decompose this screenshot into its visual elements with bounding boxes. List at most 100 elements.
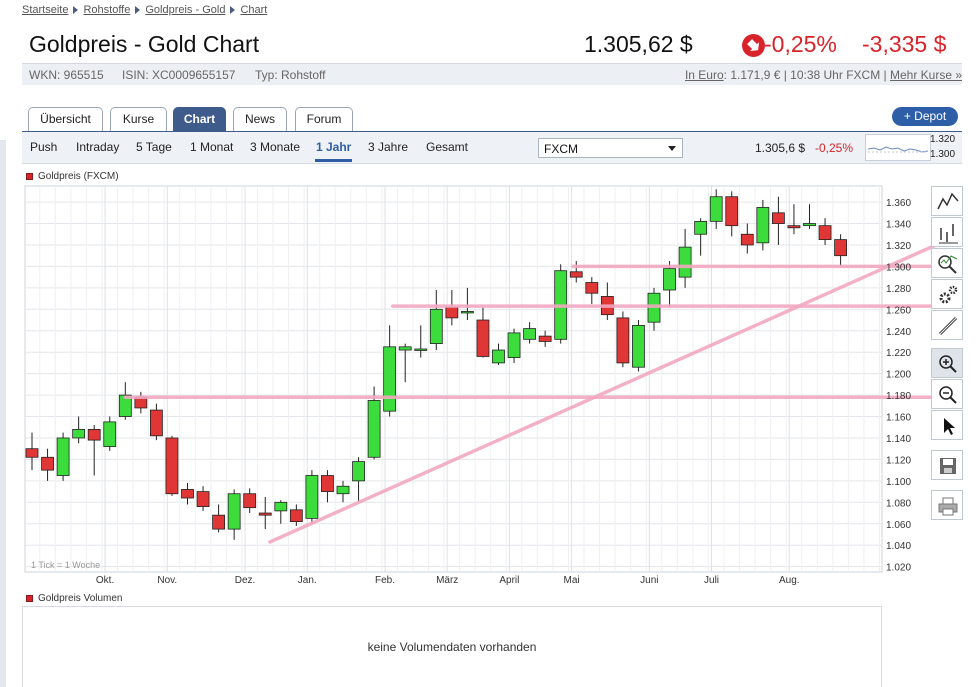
candle-up [274,501,288,512]
tab-kurse[interactable]: Kurse [110,107,167,131]
range-push[interactable]: Push [30,140,58,154]
x-tick-label: Nov. [157,575,177,586]
tab-uebersicht[interactable]: Übersicht [28,107,103,131]
y-tick-label: 1.340 [886,220,911,231]
exchange-select-value: FXCM [544,142,578,156]
candle-up [460,311,474,314]
x-tick-label: Jan. [298,575,317,586]
tab-chart[interactable]: Chart [173,107,226,131]
ohlc-bars-icon [939,224,958,244]
change-absolute: -3,335 $ [862,31,947,57]
more-prices-link[interactable]: Mehr Kurse » [889,68,962,82]
candle-up [56,437,70,476]
y-tick-label: 1.320 [886,241,911,252]
candle-up [756,207,770,244]
add-to-depot-button[interactable]: + Depot [892,107,958,126]
ohlc-bars-button[interactable] [931,217,963,247]
info-bar: WKN: 965515 ISIN: XC0009655157 Typ: Rohs… [22,63,962,85]
current-price: 1.305,62 $ [584,31,693,57]
indicator-magnifier-icon [938,255,958,274]
print-button[interactable] [931,490,963,520]
x-tick-label: Okt. [96,575,114,586]
legend-swatch [26,172,33,180]
volume-legend-label: Goldpreis Volumen [38,593,123,604]
zoom-in-icon [939,355,957,373]
breadcrumb-rohstoffe[interactable]: Rohstoffe [83,4,131,16]
candle-up [336,485,350,495]
range-intraday[interactable]: Intraday [76,140,120,154]
candle-up [429,308,443,345]
mini-change: -0,25% [815,141,854,155]
mini-price: 1.305,6 $ [755,141,806,155]
zoom-in-button[interactable] [931,348,963,378]
y-tick-label: 1.080 [886,498,911,509]
exchange-select[interactable]: FXCM [538,138,683,158]
line-chart-button[interactable] [931,186,963,216]
pointer-button[interactable] [931,410,963,440]
grid [25,186,882,572]
pointer-icon [944,418,955,435]
range-1-jahr[interactable]: 1 Jahr [314,140,353,162]
line-chart-icon [937,192,959,210]
range-5-tage[interactable]: 5 Tage [136,140,172,154]
zoom-out-icon [939,386,957,404]
save-icon [940,458,956,474]
chart-legend-label: Goldpreis (FXCM) [38,171,119,182]
tick-note: 1 Tick = 1 Woche [31,560,100,570]
candle-down [445,306,459,319]
tab-underline [22,131,962,132]
range-gesamt[interactable]: Gesamt [426,140,469,154]
y-tick-label: 1.160 [886,413,911,424]
y-tick-label: 1.040 [886,541,911,552]
draw-line-button[interactable] [931,310,963,340]
volume-panel: keine Volumendaten vorhanden [22,606,882,687]
x-tick-label: April [499,575,519,586]
breadcrumb-chart[interactable]: Chart [240,4,268,16]
range-1-monat[interactable]: 1 Monat [190,140,234,154]
candle-up [103,421,117,447]
gold-price-chart[interactable]: 1.360 1.340 1.320 1.300 1.280 1.260 1.240 1.220… [0,0,977,600]
indicator-button[interactable] [931,248,963,278]
mini-high: 1.320 [930,134,956,145]
breadcrumb-separator-icon [73,6,79,14]
candle-up [227,493,241,530]
mini-sparkline[interactable] [865,134,931,161]
zoom-out-button[interactable] [931,379,963,409]
candles [25,189,847,540]
in-euro-link[interactable]: In Euro [684,68,724,82]
tab-news[interactable]: News [233,107,287,131]
candle-down [181,489,194,499]
y-tick-label: 1.220 [886,348,911,359]
candle-up [492,349,505,364]
candle-down [41,456,54,471]
candle-down [321,475,334,492]
x-tick-label: Feb. [375,575,395,586]
candle-up [803,223,816,227]
candle-down [569,271,583,278]
candle-up [367,400,381,458]
candle-up [72,428,86,439]
candle-down [196,491,210,507]
settings-button[interactable] [931,279,963,309]
breadcrumb: Startseite Rohstoffe Goldpreis - Gold Ch… [22,4,267,16]
breadcrumb-startseite[interactable]: Startseite [22,4,69,16]
euro-price-text: : 1.171,9 € | 10:38 Uhr FXCM | [723,68,890,82]
legend-swatch [26,594,33,602]
page-title: Goldpreis - Gold Chart [29,31,260,57]
chevron-down-icon [668,146,676,151]
y-tick-label: 1.180 [886,391,911,402]
volume-legend: Goldpreis Volumen [26,593,123,604]
breadcrumb-goldpreis[interactable]: Goldpreis - Gold [145,4,226,16]
y-tick-label: 1.260 [886,305,911,316]
candle-up [383,346,397,412]
save-button[interactable] [931,450,963,480]
range-3-jahre[interactable]: 3 Jahre [368,140,409,154]
candle-up [678,246,692,278]
candle-down [725,196,739,227]
wkn: WKN: 965515 [29,68,104,82]
range-3-monate[interactable]: 3 Monate [250,140,301,154]
tab-forum[interactable]: Forum [295,107,353,131]
breadcrumb-separator-icon [230,6,236,14]
candle-down [818,225,832,241]
candle-down [616,317,630,364]
